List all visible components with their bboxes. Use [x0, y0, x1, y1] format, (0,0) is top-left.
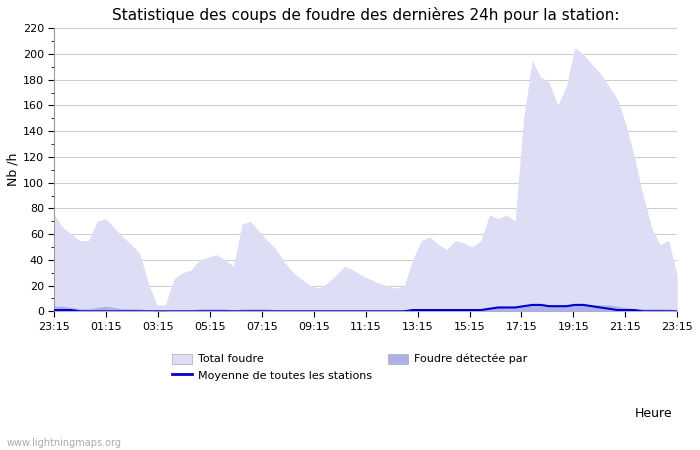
- Y-axis label: Nb /h: Nb /h: [7, 153, 20, 186]
- Title: Statistique des coups de foudre des dernières 24h pour la station:: Statistique des coups de foudre des dern…: [112, 7, 620, 23]
- Text: www.lightningmaps.org: www.lightningmaps.org: [7, 438, 122, 448]
- Text: Heure: Heure: [634, 407, 672, 420]
- Legend: Total foudre, Moyenne de toutes les stations, Foudre détectée par: Total foudre, Moyenne de toutes les stat…: [172, 354, 527, 381]
